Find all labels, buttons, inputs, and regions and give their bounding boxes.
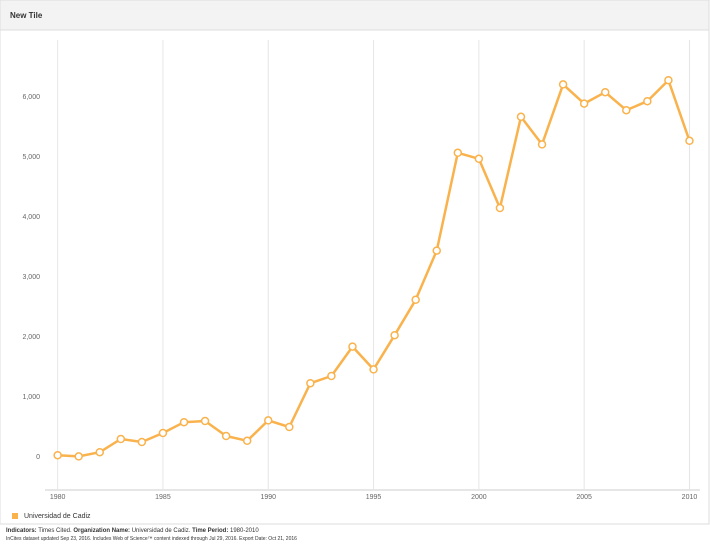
data-point [179,417,189,427]
footer-label: Time Period: [192,528,229,534]
data-point [74,452,83,461]
footer-label: Indicators: [6,528,37,534]
data-point [664,75,673,85]
footer-value: Universidad de Cadiz. [131,528,191,534]
legend-swatch [12,513,18,519]
tile-title: New Tile [10,11,43,20]
footer-label: Organization Name: [73,528,131,534]
data-point [579,99,589,108]
y-tick-label: 6,000 [22,94,40,101]
data-point [643,96,652,106]
x-tick-label: 1980 [50,494,66,501]
x-tick-label: 1995 [366,494,382,501]
legend-label: Universidad de Cadiz [24,513,91,520]
data-point [369,365,378,374]
data-point [685,136,694,146]
data-point [537,140,547,149]
chart: New Tile 0 1,000 2,000 3,000 4,000 5,000 6,000… [0,0,710,525]
footer-note: InCites dataset updated Sep 23, 2016. In… [6,536,297,542]
y-tick-label: 2,000 [22,334,40,341]
data-point [558,80,568,89]
data-point [116,434,126,444]
footer-value: 1980-2010 [230,528,259,534]
data-point [158,428,168,438]
y-tick-label: 3,000 [22,274,40,281]
data-point [137,437,147,447]
data-point [495,203,505,213]
data-point [327,371,336,381]
data-point [263,416,273,425]
y-tick-label: 0 [36,454,40,461]
data-point [516,112,526,122]
data-point [600,87,610,97]
tile-frame [0,0,710,525]
data-point [306,378,315,388]
data-point [390,330,399,340]
x-tick-label: 2010 [682,494,698,501]
data-point [53,450,62,460]
x-tick-label: 1985 [155,494,171,501]
data-point [348,342,357,351]
data-point [242,436,252,446]
x-tick-label: 1990 [260,494,276,501]
data-point [285,422,294,432]
footer-value: Times Cited. [38,528,72,534]
data-point [474,154,484,164]
y-tick-label: 4,000 [22,214,40,221]
data-point [432,246,441,255]
y-tick-label: 1,000 [22,394,40,401]
x-tick-label: 2000 [471,494,487,501]
x-tick-label: 2005 [576,494,592,501]
y-tick-label: 5,000 [22,154,40,161]
data-point [411,295,420,305]
data-point [95,447,105,457]
data-point [221,431,231,441]
tile-header [0,0,710,31]
data-point [200,416,210,426]
footer: Indicators: Times Cited. Organization Na… [6,527,706,543]
data-point [622,105,631,115]
data-point [453,148,463,158]
